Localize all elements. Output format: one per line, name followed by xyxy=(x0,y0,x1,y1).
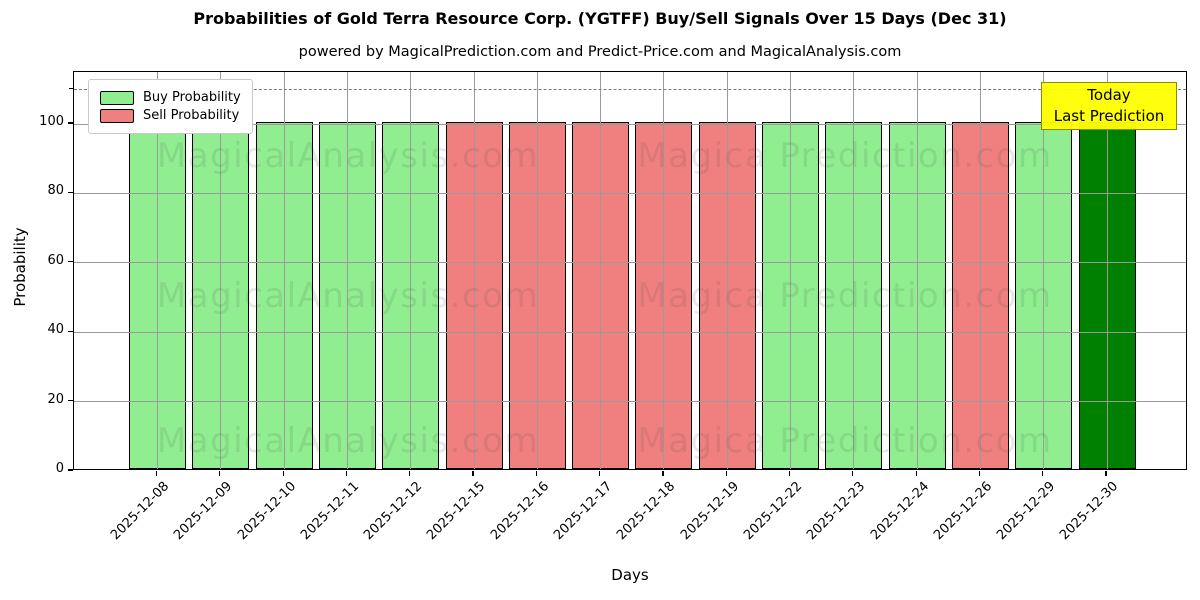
x-tick-mark xyxy=(915,470,917,476)
x-tick-label: 2025-12-23 xyxy=(804,479,869,544)
gridline-vertical xyxy=(283,72,285,469)
x-tick-mark xyxy=(1105,470,1107,476)
x-tick-label: 2025-12-16 xyxy=(487,479,552,544)
gridline-vertical xyxy=(536,72,538,469)
dashed-threshold-line xyxy=(74,88,1186,90)
x-tick-label: 2025-12-18 xyxy=(614,479,679,544)
x-tick-label: 2025-12-29 xyxy=(994,479,1059,544)
x-tick-label: 2025-12-24 xyxy=(867,479,932,544)
sell-swatch-icon xyxy=(100,108,134,123)
x-tick-mark xyxy=(662,470,664,476)
watermark-analysis: MagicalAnalysis.com xyxy=(156,276,540,316)
x-tick-label: 2025-12-22 xyxy=(741,479,806,544)
y-tick-label: 0 xyxy=(55,461,64,476)
gridline-horizontal xyxy=(74,401,1186,403)
gridline-horizontal xyxy=(74,123,1186,125)
y-tick-mark-minor xyxy=(69,87,73,89)
y-tick-label: 20 xyxy=(47,391,64,407)
x-axis-label: Days xyxy=(611,566,649,584)
plot-area: Buy Probability Sell Probability Today L… xyxy=(73,71,1187,470)
legend-item-buy: Buy Probability xyxy=(100,90,241,105)
x-tick-mark xyxy=(978,470,981,476)
watermark-prediction: Magica Prediction.com xyxy=(637,421,1053,461)
y-tick-label: 80 xyxy=(47,183,64,199)
x-tick-mark xyxy=(282,470,284,476)
y-tick-mark xyxy=(68,122,73,124)
gridline-vertical xyxy=(410,72,412,469)
x-tick-label: 2025-12-19 xyxy=(677,479,742,544)
y-tick-label: 40 xyxy=(47,322,64,338)
x-tick-mark xyxy=(345,470,348,476)
legend: Buy Probability Sell Probability xyxy=(88,79,253,134)
gridline-vertical xyxy=(346,72,348,469)
y-tick-label: 60 xyxy=(47,252,64,268)
y-tick-label: 100 xyxy=(39,114,64,129)
y-tick-mark xyxy=(68,330,73,332)
x-tick-mark xyxy=(599,470,601,476)
gridline-vertical xyxy=(220,72,222,469)
x-tick-mark xyxy=(155,470,158,476)
x-tick-mark xyxy=(725,470,727,476)
gridline-vertical xyxy=(473,72,475,469)
gridline-horizontal xyxy=(74,331,1186,333)
chart-title: Probabilities of Gold Terra Resource Cor… xyxy=(193,9,1007,28)
chart-subtitle: powered by MagicalPrediction.com and Pre… xyxy=(298,44,902,60)
gridline-vertical xyxy=(726,72,728,469)
x-tick-label: 2025-12-15 xyxy=(424,479,489,544)
gridline-vertical xyxy=(916,72,918,469)
x-tick-label: 2025-12-26 xyxy=(930,479,996,544)
gridline-vertical xyxy=(790,72,791,469)
gridline-vertical xyxy=(600,72,602,469)
gridline-vertical xyxy=(979,72,981,469)
y-tick-mark xyxy=(68,469,73,471)
gridline-vertical xyxy=(663,72,665,469)
watermark-prediction: Magica Prediction.com xyxy=(637,136,1053,176)
x-tick-label: 2025-12-12 xyxy=(361,479,426,544)
today-annotation-line2: Last Prediction xyxy=(1053,107,1165,125)
gridline-vertical xyxy=(1043,72,1045,469)
today-annotation-line1: Today xyxy=(1087,86,1131,104)
legend-label-sell: Sell Probability xyxy=(143,108,240,123)
watermark-analysis: MagicalAnalysis.com xyxy=(156,421,540,461)
gridline-vertical xyxy=(1106,72,1108,469)
x-tick-mark xyxy=(788,470,791,476)
watermark-prediction: Magica Prediction.com xyxy=(637,276,1053,316)
y-tick-mark xyxy=(68,261,73,263)
x-tick-mark xyxy=(409,470,411,476)
x-tick-mark xyxy=(472,470,474,476)
watermark-analysis: MagicalAnalysis.com xyxy=(156,136,540,176)
x-tick-label: 2025-12-11 xyxy=(297,479,363,544)
legend-label-buy: Buy Probability xyxy=(143,90,241,105)
buy-swatch-icon xyxy=(100,90,134,105)
gridline-vertical xyxy=(853,72,855,469)
y-tick-mark xyxy=(68,191,73,194)
x-tick-mark xyxy=(535,470,537,476)
x-tick-label: 2025-12-30 xyxy=(1057,479,1122,544)
today-annotation: Today Last Prediction xyxy=(1041,82,1177,130)
x-tick-label: 2025-12-09 xyxy=(171,479,236,544)
y-tick-mark xyxy=(68,400,73,402)
gridline-vertical xyxy=(157,72,158,469)
x-tick-label: 2025-12-08 xyxy=(108,479,173,544)
x-tick-label: 2025-12-10 xyxy=(234,479,299,544)
gridline-horizontal xyxy=(74,262,1186,264)
x-tick-mark xyxy=(852,470,854,476)
x-tick-mark xyxy=(1042,470,1044,476)
gridline-horizontal xyxy=(74,192,1186,194)
legend-item-sell: Sell Probability xyxy=(100,108,241,123)
x-tick-label: 2025-12-17 xyxy=(551,479,616,544)
x-tick-mark xyxy=(219,470,221,476)
